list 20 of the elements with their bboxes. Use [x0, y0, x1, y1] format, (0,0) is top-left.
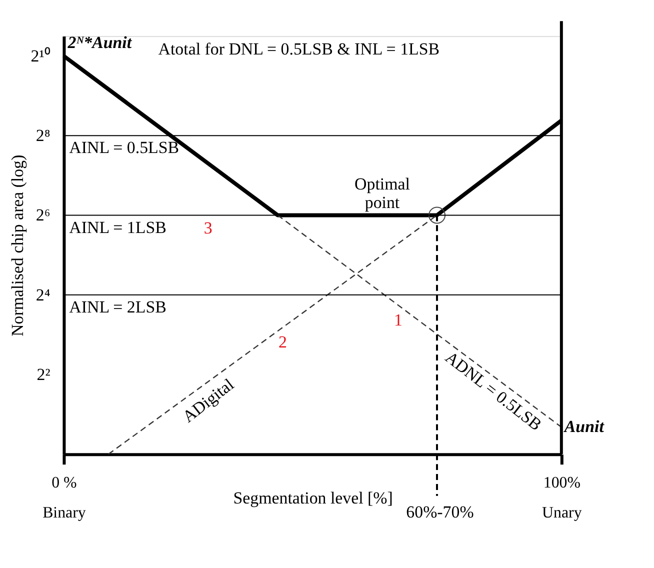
annotation: AINL = 1LSB [69, 218, 166, 237]
text: 60%-70% [406, 502, 474, 522]
annotation: Aunit [563, 417, 606, 436]
annotation: AINL = 2LSB [69, 297, 166, 316]
annotation: 1 [394, 310, 402, 330]
x-tick-label: 0 % Binary [42, 474, 86, 522]
y-axis-title: Normalised chip area (log) [8, 154, 27, 336]
x-axis-title: Segmentation level [%] [233, 488, 393, 508]
y-tick-label: 2⁸ [36, 126, 50, 146]
y-tick-label: 2² [36, 364, 50, 384]
annotation: 2ᴺ*Aunit [66, 32, 133, 52]
annotation: 3 [204, 218, 212, 238]
annotation: Atotal for DNL = 0.5LSB & INL = 1LSB [158, 39, 440, 58]
y-tick-label: 2⁴ [36, 285, 50, 304]
x-tick-label: 100% Unary [542, 474, 582, 522]
annotation: AINL = 0.5LSB [69, 138, 180, 158]
annotation: Optimal point [354, 174, 410, 212]
y-tick-label: 2¹⁰ [30, 46, 50, 66]
y-tick-label: 2⁶ [36, 206, 50, 225]
annotation: 2 [278, 332, 287, 352]
